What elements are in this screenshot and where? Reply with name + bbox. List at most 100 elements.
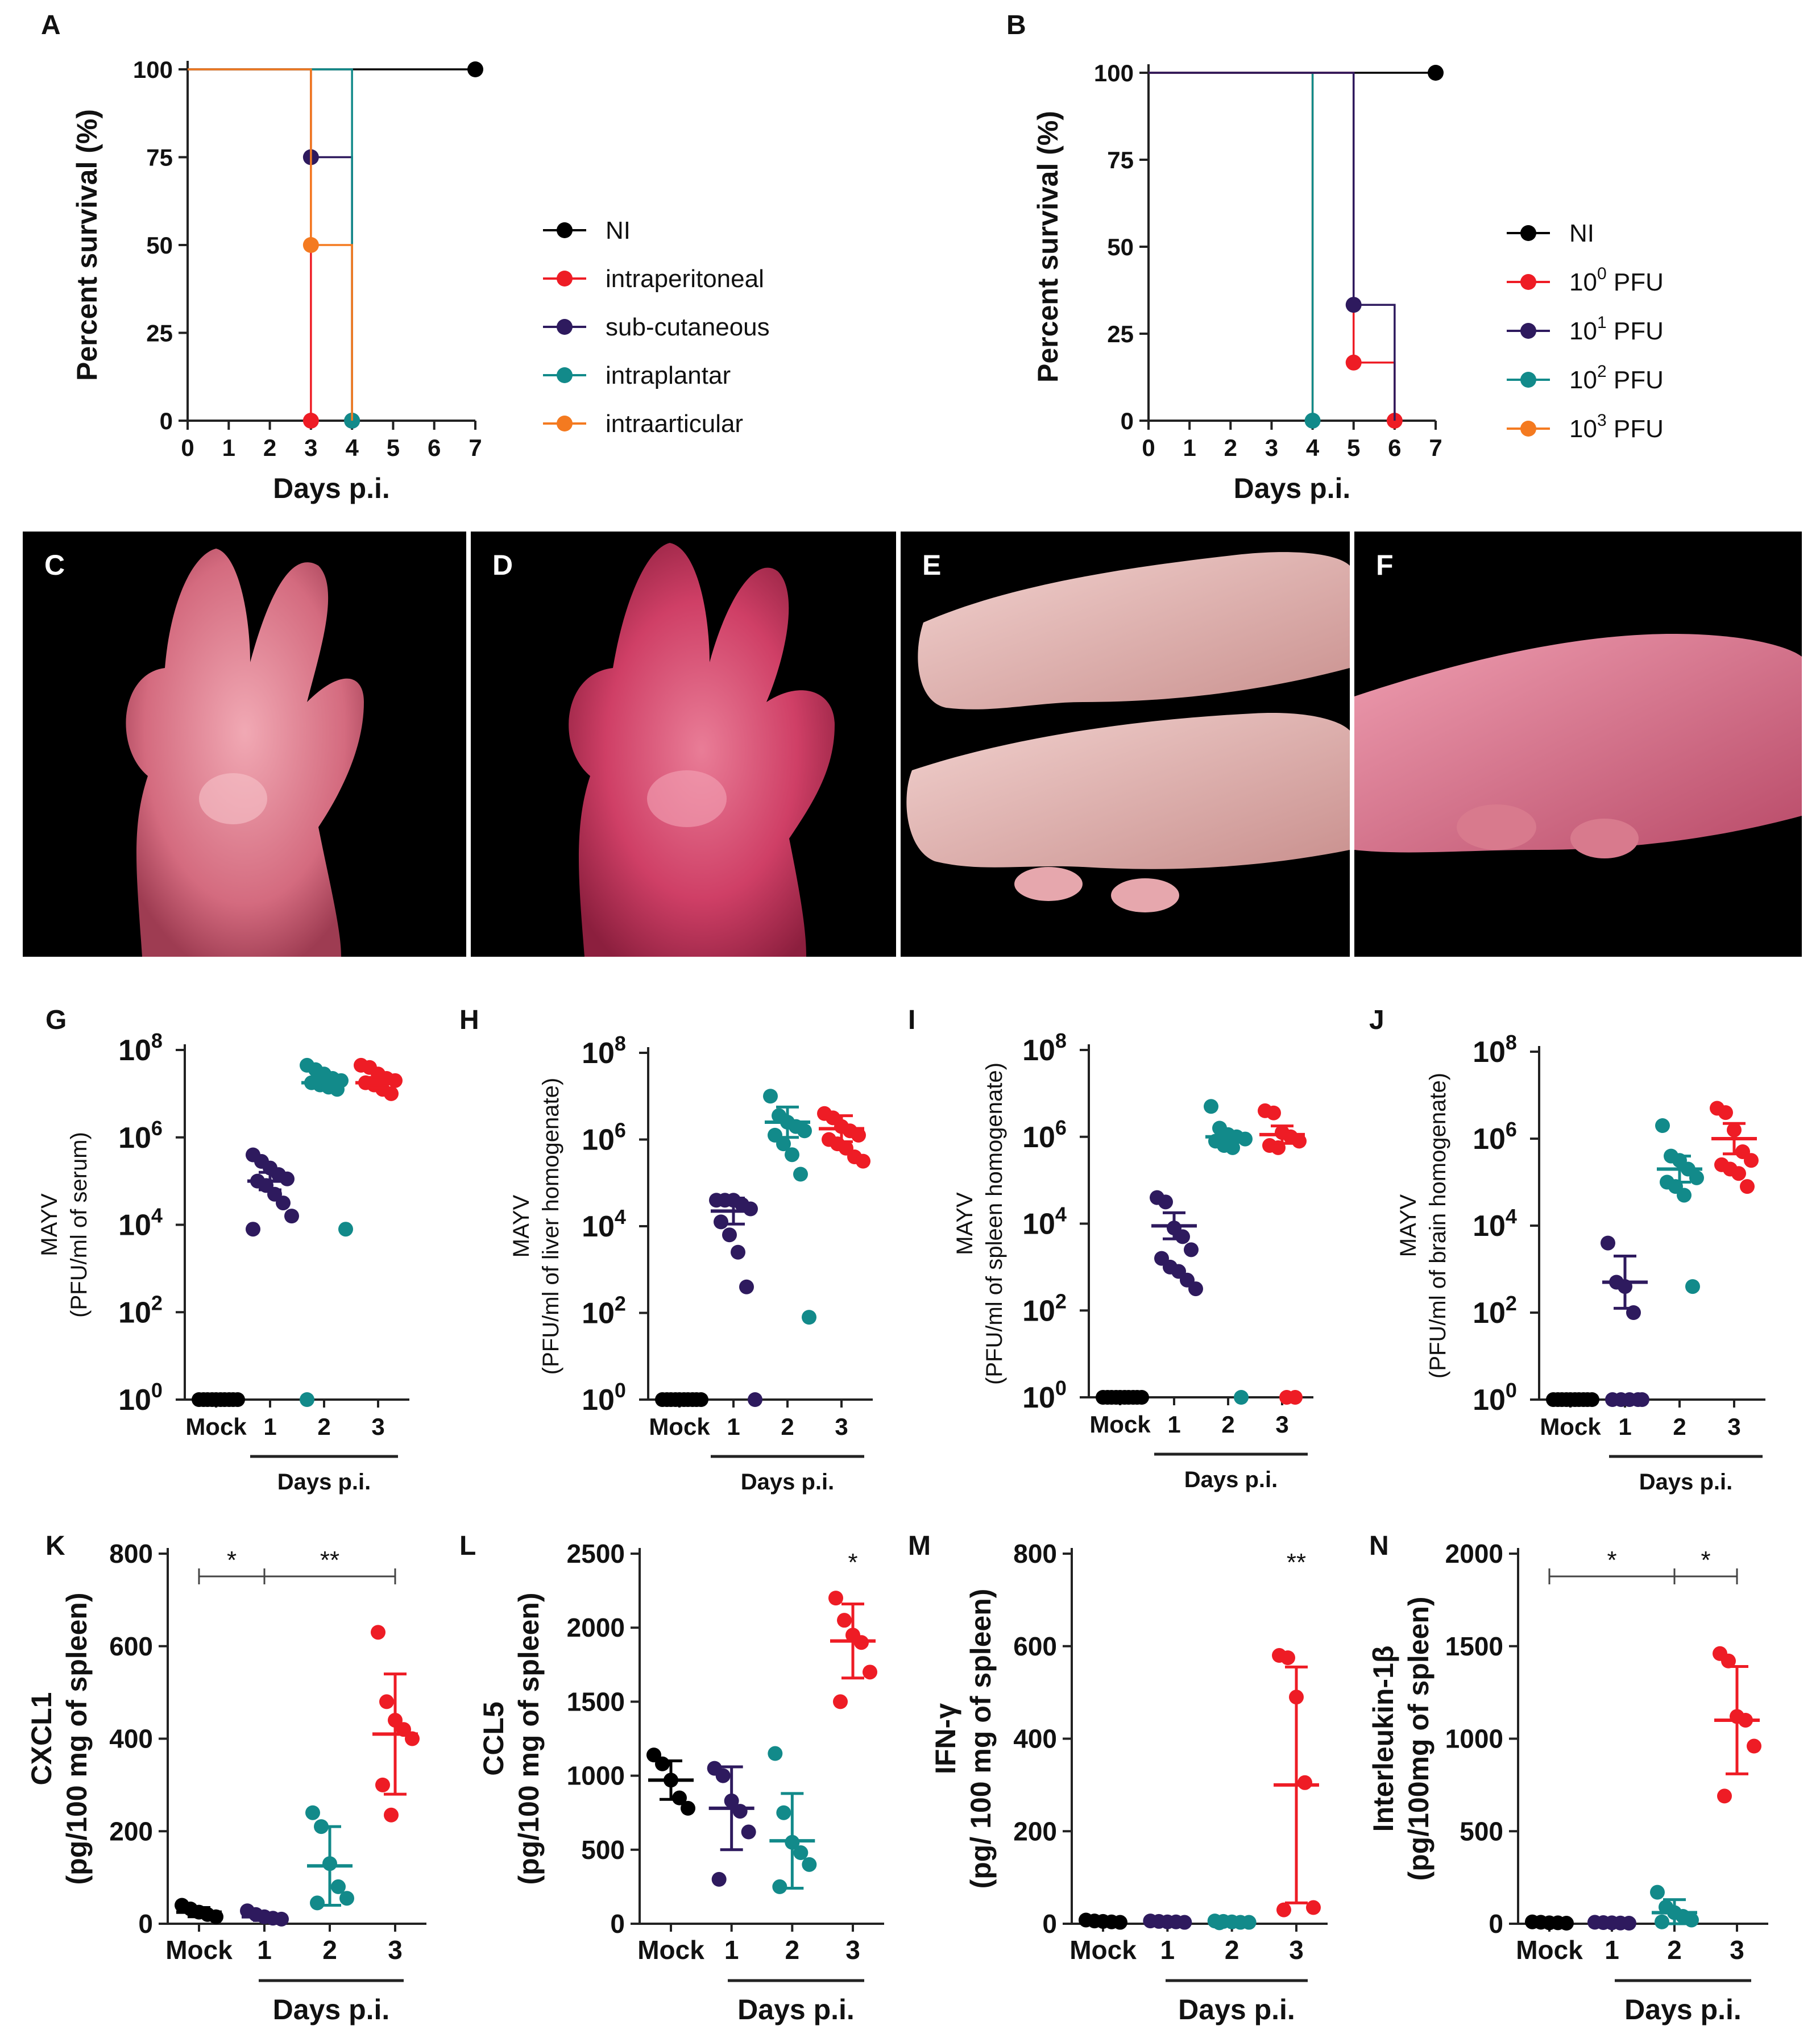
y-tick-label: 106	[1022, 1116, 1067, 1154]
y-tick-label: 100	[133, 56, 173, 83]
y-tick-label: 102	[1022, 1289, 1067, 1327]
survival-chart-b: 0 25 50 75 100 0 1 2 3 4 5 6 7 Days p.i. Percent survi…	[1032, 60, 1664, 504]
y-tick-label: 100	[118, 1379, 163, 1417]
data-point	[1717, 1788, 1732, 1804]
y-axis-title: (PFU/ml of brain homogenate)	[1425, 1073, 1450, 1379]
legend-label: sub-cutaneous	[606, 313, 770, 341]
series-marker	[302, 413, 319, 429]
legend-label: NI	[1569, 219, 1594, 247]
x-tick-label: Mock	[1069, 1935, 1137, 1965]
data-point	[1721, 1653, 1736, 1668]
y-axis-title: MAYV	[952, 1192, 977, 1255]
series-marker	[1304, 413, 1321, 429]
data-point	[1276, 1902, 1291, 1917]
data-point	[731, 1244, 745, 1260]
y-tick-label: 0	[1042, 1909, 1057, 1939]
data-point	[837, 1613, 852, 1628]
sig-label: *	[1701, 1546, 1710, 1574]
x-tick-label: 3	[1730, 1935, 1744, 1965]
x-axis-title: Days p.i.	[1234, 472, 1351, 504]
data-point	[1718, 1105, 1733, 1120]
dot-plot-h: 100 102 104 106 108 Mock 1 2 3 Days p.i. MAYV (PFU/…	[509, 1032, 873, 1495]
x-tick-label: 2	[1224, 434, 1237, 461]
legend-marker	[557, 367, 573, 383]
panel-label-k: K	[45, 1531, 65, 1561]
series-marker	[1345, 297, 1362, 313]
x-tick-label: 1	[1183, 434, 1196, 461]
dot-plot-i: 100 102 104 106 108 Mock 1 2 3 Days p.i. MAYV (PFU/…	[952, 1029, 1313, 1492]
data-point	[772, 1879, 787, 1894]
data-point	[672, 1790, 687, 1805]
y-tick-label: 104	[1473, 1205, 1517, 1243]
data-point	[276, 1196, 291, 1211]
data-point	[371, 1625, 385, 1640]
data-point	[375, 1777, 390, 1792]
y-tick-label: 1000	[567, 1761, 625, 1791]
y-tick-label: 0	[1489, 1909, 1503, 1939]
y-tick-label: 102	[1473, 1292, 1517, 1330]
y-tick-label: 800	[1013, 1539, 1057, 1568]
y-tick-label: 104	[118, 1204, 163, 1242]
dot-plot-k: 0 200 400 600 800 Mock 1 2 3 Days p.i. CXCL1 (pg/10…	[26, 1539, 426, 2025]
data-point	[274, 1911, 289, 1927]
legend-marker	[557, 319, 573, 335]
data-point	[379, 1694, 394, 1709]
data-point	[1266, 1105, 1281, 1120]
data-point	[714, 1214, 728, 1230]
legend-label: intraarticular	[606, 410, 743, 438]
x-axis-title: Days p.i.	[273, 1994, 390, 2025]
legend-marker	[557, 222, 573, 238]
paw-lateral-swollen	[1354, 634, 1802, 858]
y-axis-title: (PFU/ml of liver homogenate)	[538, 1078, 563, 1375]
x-tick-label: 1	[1605, 1935, 1619, 1965]
y-tick-label: 400	[109, 1724, 153, 1754]
sig-label: **	[1287, 1549, 1306, 1576]
x-tick-label: 2	[781, 1413, 794, 1440]
x-axis-title: Days p.i.	[277, 1470, 371, 1495]
y-tick-label: 25	[1107, 321, 1134, 347]
y-tick-label: 2000	[567, 1613, 625, 1642]
y-tick-label: 106	[1473, 1118, 1517, 1156]
data-point	[802, 1857, 817, 1872]
data-point	[785, 1147, 799, 1163]
data-point	[1677, 1188, 1692, 1203]
data-point	[851, 1127, 866, 1143]
legend-label: NI	[606, 217, 631, 244]
x-tick-label: 1	[1160, 1935, 1175, 1965]
y-axis-title: (PFU/ml of serum)	[67, 1132, 92, 1318]
y-tick-label: 800	[109, 1539, 153, 1568]
dot-plot-m: 0 200 400 600 800 Mock 1 2 3 Days p.i. IFN-γ (pg/ 1…	[930, 1539, 1328, 2025]
x-tick-label: 3	[371, 1413, 384, 1440]
data-point	[1238, 1131, 1253, 1147]
photo-f: F	[1354, 532, 1802, 957]
y-tick-label: 200	[1013, 1816, 1057, 1846]
y-tick-label: 106	[118, 1116, 163, 1155]
y-axis-title: (PFU/ml of spleen homogenate)	[982, 1062, 1007, 1385]
series-line-2	[1149, 72, 1314, 421]
data-point	[793, 1845, 809, 1861]
data-point	[1601, 1235, 1615, 1251]
legend-marker	[1520, 372, 1536, 388]
y-tick-label: 104	[582, 1205, 626, 1243]
data-point	[305, 1805, 320, 1820]
data-point	[1655, 1118, 1670, 1134]
data-point	[1188, 1281, 1203, 1297]
y-axis-title: (pg/100 mg of spleen)	[61, 1593, 93, 1885]
x-tick-label: 2	[1225, 1935, 1239, 1965]
data-point	[330, 1082, 345, 1097]
y-axis-title: MAYV	[37, 1193, 62, 1256]
x-tick-label: 1	[222, 434, 235, 461]
data-point	[739, 1279, 754, 1294]
y-tick-label: 100	[1022, 1376, 1067, 1414]
data-point	[1204, 1099, 1218, 1114]
y-tick-label: 50	[146, 232, 173, 259]
y-tick-label: 600	[109, 1632, 153, 1661]
y-tick-label: 500	[581, 1835, 625, 1865]
y-tick-label: 500	[1460, 1816, 1503, 1846]
legend-marker	[1520, 323, 1536, 339]
x-tick-label: 4	[1306, 434, 1320, 461]
x-axis-title: Days p.i.	[1639, 1470, 1733, 1495]
y-axis-title: MAYV	[1396, 1194, 1421, 1257]
